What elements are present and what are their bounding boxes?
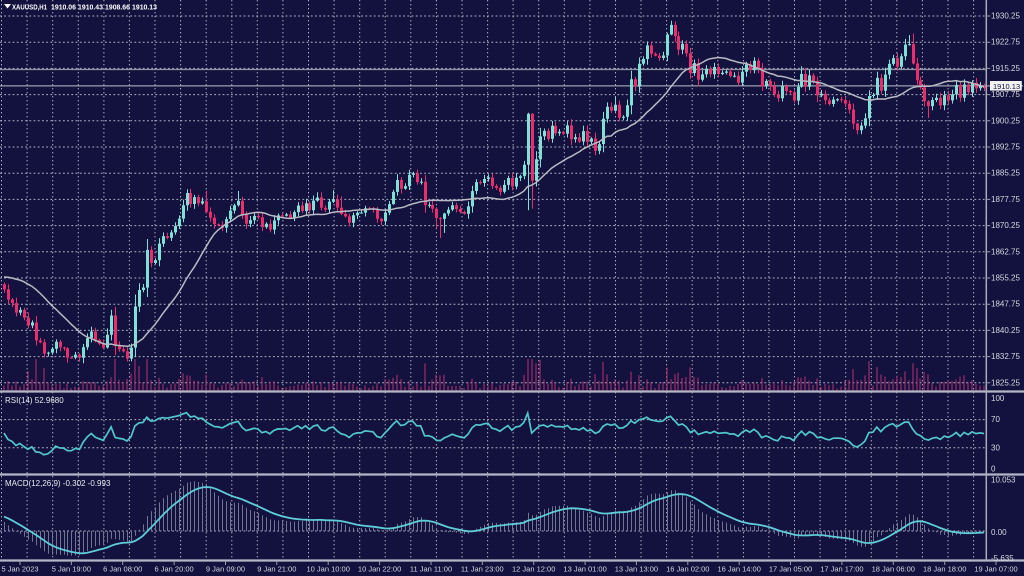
- svg-text:1885.25: 1885.25: [991, 169, 1020, 178]
- svg-text:13 Jan 01:00: 13 Jan 01:00: [563, 565, 606, 574]
- svg-text:1855.25: 1855.25: [991, 274, 1020, 283]
- svg-text:9 Jan 09:00: 9 Jan 09:00: [206, 565, 245, 574]
- svg-text:17 Jan 05:00: 17 Jan 05:00: [769, 565, 812, 574]
- svg-text:13 Jan 13:00: 13 Jan 13:00: [615, 565, 658, 574]
- svg-text:11 Jan 23:00: 11 Jan 23:00: [461, 565, 504, 574]
- svg-text:17 Jan 17:00: 17 Jan 17:00: [820, 565, 863, 574]
- svg-text:1862.75: 1862.75: [991, 247, 1020, 256]
- svg-text:1832.75: 1832.75: [991, 352, 1020, 361]
- svg-text:1877.75: 1877.75: [991, 195, 1020, 204]
- svg-text:1922.75: 1922.75: [991, 38, 1020, 47]
- svg-text:6 Jan 08:00: 6 Jan 08:00: [103, 565, 142, 574]
- svg-text:1908.66: 1908.66: [105, 5, 130, 12]
- svg-text:1930.25: 1930.25: [991, 12, 1020, 21]
- svg-text:16 Jan 14:00: 16 Jan 14:00: [718, 565, 761, 574]
- svg-text:1840.25: 1840.25: [991, 326, 1020, 335]
- svg-text:9 Jan 21:00: 9 Jan 21:00: [257, 565, 296, 574]
- svg-text:6 Jan 20:00: 6 Jan 20:00: [154, 565, 193, 574]
- svg-text:-5.635: -5.635: [991, 554, 1014, 563]
- svg-text:1900.25: 1900.25: [991, 116, 1020, 125]
- svg-text:RSI(14) 52.9680: RSI(14) 52.9680: [5, 396, 64, 405]
- svg-text:18 Jan 18:00: 18 Jan 18:00: [923, 565, 966, 574]
- svg-text:12 Jan 12:00: 12 Jan 12:00: [512, 565, 555, 574]
- svg-text:18 Jan 06:00: 18 Jan 06:00: [872, 565, 915, 574]
- svg-text:1847.75: 1847.75: [991, 300, 1020, 309]
- svg-text:11 Jan 11:00: 11 Jan 11:00: [410, 565, 452, 574]
- svg-text:MACD(12,26,9) -0.302 -0.993: MACD(12,26,9) -0.302 -0.993: [5, 479, 111, 488]
- svg-text:5 Jan 2023: 5 Jan 2023: [1, 565, 38, 574]
- svg-text:10 Jan 10:00: 10 Jan 10:00: [307, 565, 350, 574]
- svg-text:1910.43: 1910.43: [78, 5, 103, 12]
- svg-text:19 Jan 07:00: 19 Jan 07:00: [974, 565, 1017, 574]
- svg-text:16 Jan 02:00: 16 Jan 02:00: [666, 565, 709, 574]
- svg-text:XAUUSD,H1: XAUUSD,H1: [12, 5, 47, 12]
- svg-text:1915.25: 1915.25: [991, 64, 1020, 73]
- svg-text:10.053: 10.053: [991, 476, 1016, 485]
- svg-text:10 Jan 22:00: 10 Jan 22:00: [358, 565, 401, 574]
- svg-text:5 Jan 19:00: 5 Jan 19:00: [52, 565, 91, 574]
- svg-text:100: 100: [991, 394, 1005, 403]
- svg-text:1892.75: 1892.75: [991, 143, 1020, 152]
- svg-text:70: 70: [991, 415, 1000, 424]
- svg-text:1910.13: 1910.13: [132, 5, 157, 12]
- svg-text:1910.13: 1910.13: [993, 82, 1020, 91]
- svg-text:0: 0: [991, 465, 996, 474]
- svg-text:1910.06: 1910.06: [51, 5, 76, 12]
- svg-text:1870.25: 1870.25: [991, 221, 1020, 230]
- svg-text:0.00: 0.00: [991, 528, 1007, 537]
- svg-text:1825.25: 1825.25: [991, 378, 1020, 387]
- svg-text:1907.75: 1907.75: [991, 90, 1020, 99]
- svg-text:30: 30: [991, 443, 1000, 452]
